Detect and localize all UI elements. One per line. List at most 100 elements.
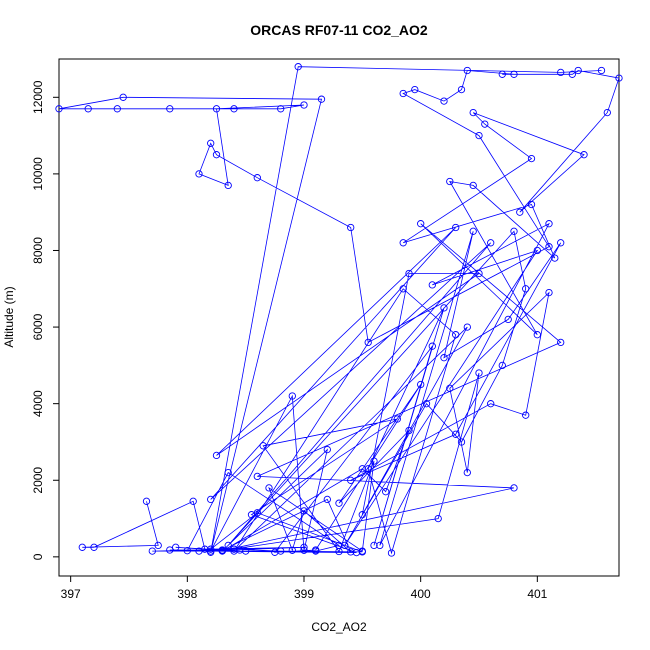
data-point — [253, 174, 261, 182]
data-point — [84, 105, 92, 113]
data-point — [399, 89, 407, 98]
data-point — [557, 239, 565, 247]
data-point — [399, 285, 407, 293]
data-point — [300, 543, 308, 551]
data-point — [428, 281, 436, 289]
data-point — [317, 95, 326, 103]
x-tick-label: 401 — [527, 587, 547, 601]
x-axis: 397 398 399 400 401 — [61, 576, 548, 601]
data-point — [597, 66, 606, 75]
data-point — [475, 369, 483, 377]
data-point — [393, 415, 401, 423]
data-point — [446, 384, 454, 392]
data-point — [224, 541, 232, 550]
data-point — [212, 105, 221, 113]
data-point — [230, 105, 238, 113]
data-point — [469, 181, 477, 190]
y-tick-label: 6000 — [31, 313, 45, 340]
data-point — [358, 511, 366, 519]
series-line — [58, 66, 620, 555]
data-point — [527, 200, 536, 209]
y-tick-label: 0 — [31, 553, 45, 560]
data-point — [212, 151, 221, 159]
data-point — [207, 495, 215, 504]
data-point — [119, 93, 127, 101]
data-point — [411, 85, 419, 94]
data-point — [469, 227, 477, 235]
data-point — [323, 445, 331, 454]
data-point — [230, 545, 238, 553]
data-point — [347, 223, 355, 232]
data-point — [446, 177, 454, 186]
data-point — [568, 70, 576, 78]
data-point — [382, 488, 390, 496]
data-point — [475, 269, 483, 278]
data-point — [90, 543, 98, 551]
data-point — [154, 541, 162, 550]
data-point — [195, 547, 203, 555]
data-point — [335, 499, 343, 507]
data-point — [510, 70, 518, 78]
data-point — [422, 400, 431, 408]
data-point — [399, 239, 407, 247]
data-point — [498, 70, 506, 78]
data-point — [265, 484, 273, 492]
data-point — [189, 497, 197, 505]
data-point — [603, 108, 611, 117]
data-point — [545, 243, 553, 251]
data-point — [207, 545, 215, 553]
data-point — [288, 392, 296, 400]
data-point — [253, 472, 261, 481]
y-tick-label: 10000 — [31, 157, 45, 191]
y-tick-label: 8000 — [31, 237, 45, 264]
y-tick-label: 2000 — [31, 467, 45, 494]
data-point — [481, 120, 489, 128]
data-point — [551, 254, 559, 262]
data-point — [113, 105, 121, 113]
data-point — [487, 239, 495, 247]
data-point — [557, 338, 565, 347]
data-point — [183, 547, 191, 555]
data-point — [522, 285, 530, 293]
data-point — [55, 105, 63, 113]
data-point — [224, 468, 232, 477]
data-point — [376, 541, 384, 550]
data-point — [259, 442, 267, 450]
data-point — [312, 546, 320, 554]
data-point — [271, 548, 279, 556]
data-point — [224, 181, 232, 190]
data-point — [580, 151, 588, 159]
data-point — [452, 223, 460, 232]
data-point — [615, 74, 623, 82]
data-point — [294, 63, 302, 71]
data-point — [277, 105, 285, 113]
data-point — [475, 131, 483, 140]
data-point — [172, 543, 180, 551]
data-point — [504, 315, 512, 324]
data-point — [323, 495, 331, 504]
data-point — [364, 338, 372, 347]
chart-title: ORCAS RF07-11 CO2_AO2 — [250, 22, 428, 38]
y-axis: 0 2000 4000 6000 8000 10000 12000 — [31, 80, 59, 560]
data-point — [417, 220, 425, 228]
data-point — [230, 547, 238, 555]
data-point — [510, 227, 518, 235]
y-axis-label: Altitude (m) — [2, 286, 16, 347]
data-point — [370, 541, 378, 550]
data-point — [300, 101, 308, 109]
data-point — [440, 354, 448, 362]
data-point — [440, 304, 448, 312]
data-point — [498, 361, 506, 370]
data-point — [440, 97, 448, 105]
data-point — [405, 426, 413, 435]
data-point — [364, 465, 372, 473]
data-point — [236, 546, 244, 554]
data-point — [212, 451, 221, 460]
data-point — [428, 342, 436, 350]
data-point — [78, 543, 86, 551]
data-point — [452, 331, 460, 339]
data-point — [347, 548, 355, 556]
data-point — [516, 208, 524, 216]
data-point — [335, 547, 343, 556]
